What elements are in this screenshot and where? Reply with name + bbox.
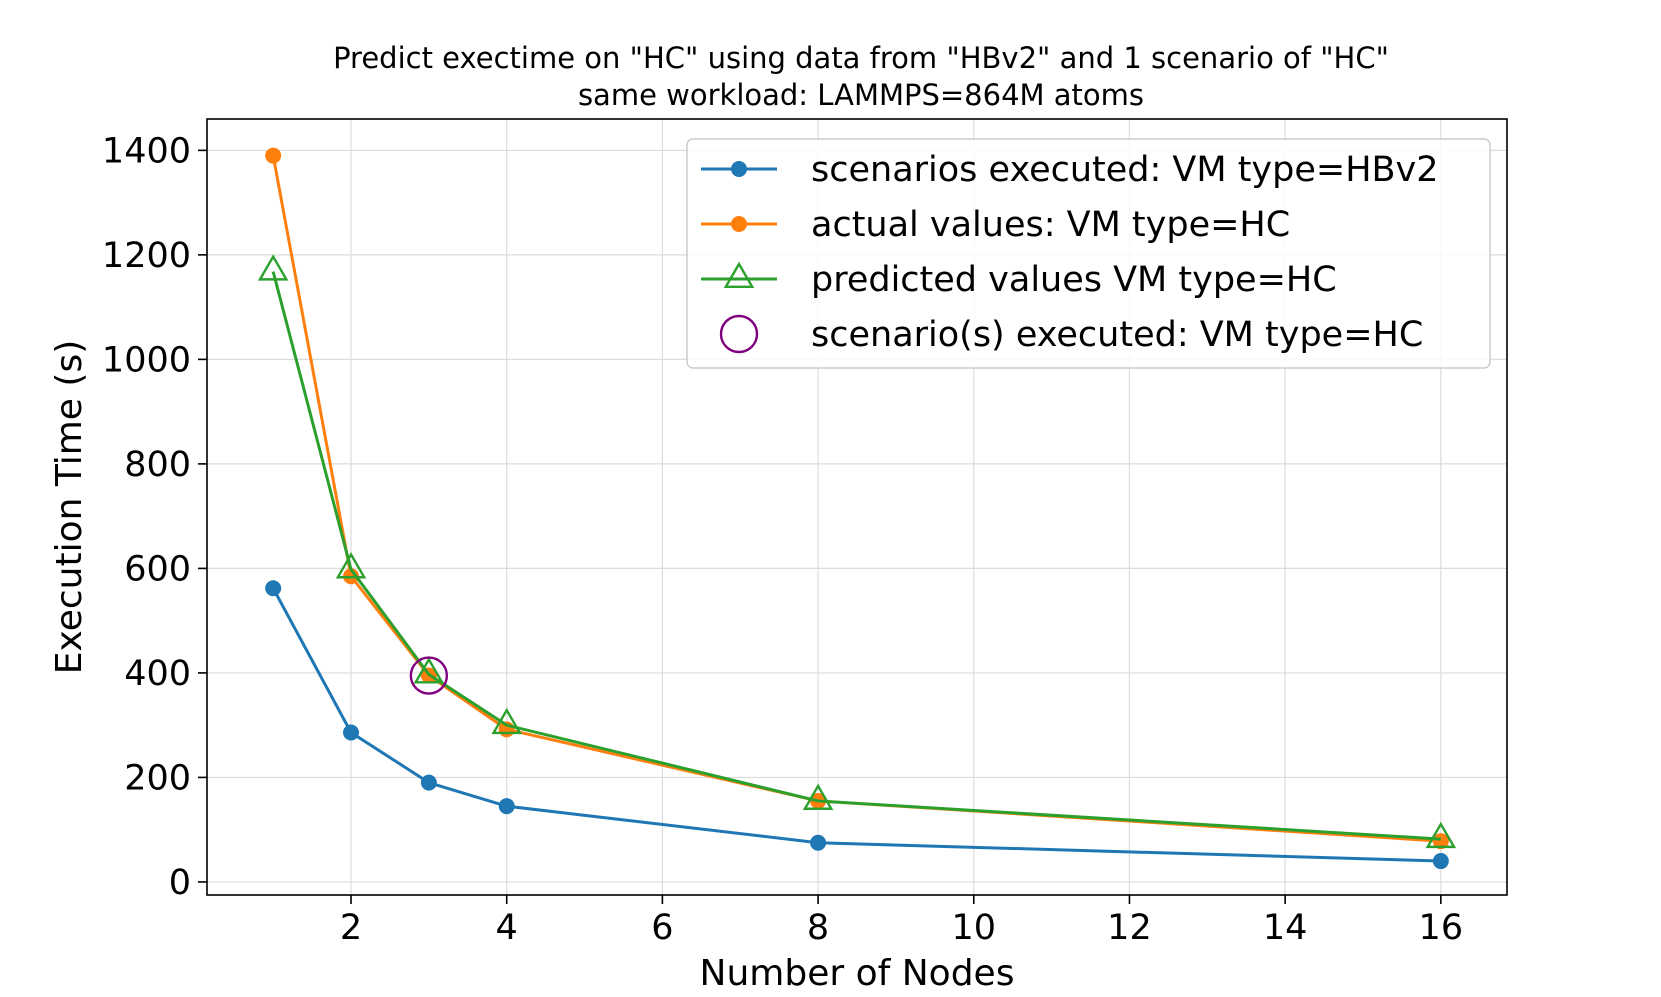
x-tick-label: 16: [1419, 908, 1464, 948]
legend-marker: [731, 161, 747, 177]
series-1-point: [265, 580, 282, 597]
series-1-point: [498, 798, 515, 815]
data-series: [257, 147, 1457, 870]
series-3-point: [257, 254, 289, 281]
series-1-point: [343, 724, 360, 741]
legend-label: scenarios executed: VM type=HBv2: [811, 150, 1439, 190]
y-tick-label: 400: [124, 654, 191, 694]
series-3-point: [1425, 821, 1457, 849]
x-tick-label: 4: [496, 908, 518, 948]
series-line-1: [271, 587, 1441, 863]
axis-ticks: 2 4 6 8 10 12 14 16 0 200 400 600 800 1000 1200 1400: [102, 131, 1463, 948]
y-tick-label: 600: [124, 549, 191, 589]
highlight-point: [409, 656, 449, 695]
x-tick-label: 12: [1107, 908, 1152, 948]
y-tick-label: 1400: [102, 131, 191, 171]
legend-marker: [719, 314, 759, 354]
legend-frame: [686, 138, 1491, 369]
legend-marker: [731, 216, 747, 232]
series-line-3: [271, 271, 1441, 841]
x-tick-label: 6: [651, 908, 673, 948]
legend: scenarios executed: VM type=HBv2 actual v…: [686, 138, 1491, 369]
y-axis-label: Execution Time (s): [49, 340, 90, 675]
plot-area-frame: [206, 118, 1508, 896]
x-axis-label: Number of Nodes: [700, 953, 1015, 994]
series-3-point: [413, 657, 445, 684]
y-tick-label: 1000: [102, 340, 191, 380]
x-tick-label: 2: [340, 908, 362, 948]
x-tick-label: 8: [807, 908, 829, 948]
y-tick-label: 0: [169, 863, 191, 903]
series-1-point: [420, 774, 437, 791]
x-tick-label: 14: [1263, 908, 1308, 948]
series-3-point: [802, 783, 834, 810]
series-1-point: [810, 834, 827, 851]
series-3-point: [491, 707, 522, 735]
legend-label: actual values: VM type=HC: [811, 205, 1290, 245]
chart-title: Predict exectime on "HC" using data from…: [333, 41, 1389, 75]
chart-subtitle: same workload: LAMMPS=864M atoms: [578, 78, 1144, 112]
legend-marker: [723, 261, 755, 288]
series-2-point: [265, 147, 282, 164]
y-tick-label: 800: [124, 445, 191, 485]
series-3-point: [335, 552, 367, 579]
series-1-point: [1432, 853, 1449, 870]
legend-label: predicted values VM type=HC: [811, 260, 1337, 300]
legend-label: scenario(s) executed: VM type=HC: [811, 315, 1423, 355]
y-tick-label: 1200: [102, 236, 191, 276]
y-tick-label: 200: [124, 758, 191, 798]
x-tick-label: 10: [951, 908, 996, 948]
